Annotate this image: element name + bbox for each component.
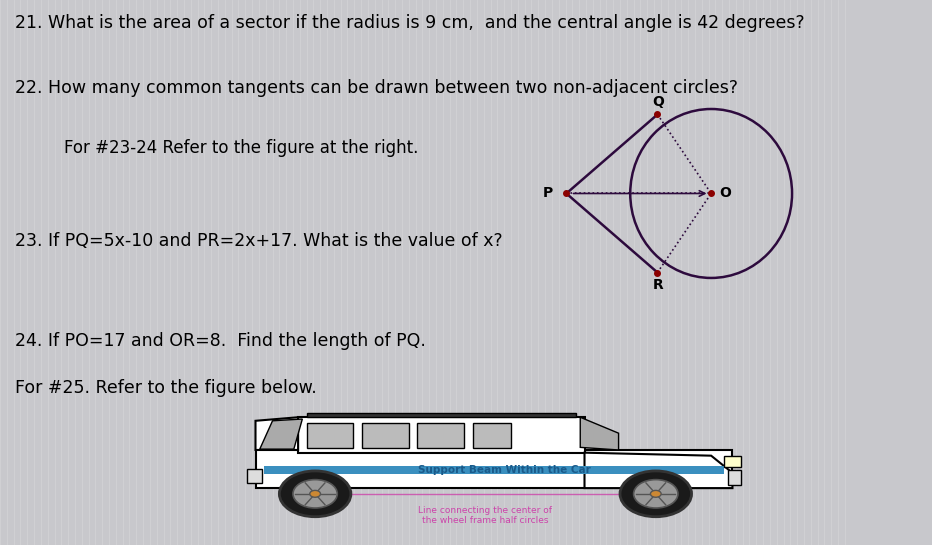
Polygon shape [260, 419, 302, 449]
Bar [298, 417, 584, 453]
Bar [307, 413, 576, 417]
Circle shape [651, 490, 661, 497]
Text: For #23-24 Refer to the figure at the right.: For #23-24 Refer to the figure at the ri… [64, 139, 418, 157]
Text: 21. What is the area of a sector if the radius is 9 cm,  and the central angle i: 21. What is the area of a sector if the … [15, 14, 805, 32]
Circle shape [280, 471, 350, 517]
Bar [418, 423, 464, 449]
Text: For #25. Refer to the figure below.: For #25. Refer to the figure below. [15, 379, 317, 397]
Bar [728, 470, 741, 486]
Text: P: P [542, 186, 553, 201]
Circle shape [309, 490, 321, 497]
Polygon shape [255, 417, 298, 450]
Circle shape [634, 480, 678, 508]
Bar [255, 450, 733, 488]
Bar [724, 456, 741, 467]
Bar [473, 423, 511, 449]
Polygon shape [581, 417, 619, 450]
Bar [307, 423, 353, 449]
Text: 23. If PQ=5x-10 and PR=2x+17. What is the value of x?: 23. If PQ=5x-10 and PR=2x+17. What is th… [15, 232, 503, 250]
Text: Support Beam Within the Car: Support Beam Within the Car [418, 465, 590, 475]
Circle shape [620, 471, 692, 517]
Text: Line connecting the center of
the wheel frame half circles: Line connecting the center of the wheel … [418, 506, 553, 525]
Bar [247, 469, 262, 483]
Text: R: R [653, 278, 664, 292]
Text: Q: Q [652, 95, 665, 109]
Polygon shape [584, 453, 733, 488]
Text: O: O [720, 186, 732, 201]
Circle shape [293, 480, 337, 508]
Bar [362, 423, 409, 449]
Text: 22. How many common tangents can be drawn between two non-adjacent circles?: 22. How many common tangents can be draw… [15, 79, 738, 97]
Text: 24. If PO=17 and OR=8.  Find the length of PQ.: 24. If PO=17 and OR=8. Find the length o… [15, 332, 426, 350]
Bar [264, 466, 724, 475]
